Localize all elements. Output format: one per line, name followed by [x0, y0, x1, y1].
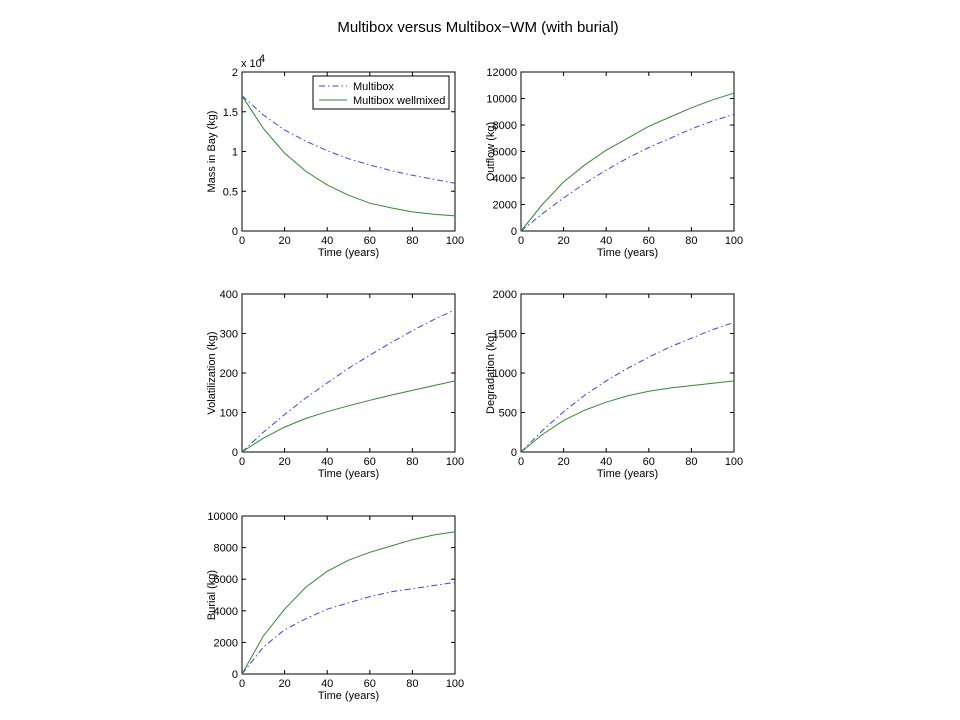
x-tick-label: 60: [643, 456, 655, 468]
x-tick-label: 40: [600, 456, 612, 468]
y-axis-label: Degradation (kg): [485, 332, 497, 414]
y-tick-label: 0: [511, 447, 517, 459]
x-tick-label: 80: [685, 235, 697, 247]
legend-entry: Multibox: [353, 81, 394, 93]
x-tick-label: 40: [321, 235, 333, 247]
series-line-wellmixed: [520, 380, 735, 453]
x-tick-label: 80: [406, 678, 418, 690]
x-tick-label: 80: [406, 235, 418, 247]
y-tick-label: 1: [232, 147, 238, 159]
y-tick-label: 400: [220, 289, 238, 301]
x-tick-label: 100: [725, 235, 743, 247]
y-tick-label: 0: [511, 226, 517, 238]
y-tick-label: 500: [499, 408, 517, 420]
x-tick-label: 0: [239, 678, 245, 690]
y-tick-label: 6000: [493, 147, 517, 159]
y-tick-label: 1.5: [223, 107, 238, 119]
x-axis-label: Time (years): [318, 247, 379, 259]
x-tick-label: 0: [518, 235, 524, 247]
series-line-wellmixed: [241, 531, 456, 675]
series-line-multibox: [241, 95, 456, 184]
y-exponent-label: x 10: [241, 58, 262, 70]
x-tick-label: 100: [725, 456, 743, 468]
x-tick-label: 40: [321, 678, 333, 690]
y-tick-label: 200: [220, 368, 238, 380]
x-tick-label: 20: [278, 456, 290, 468]
x-axis-label: Time (years): [597, 247, 658, 259]
x-tick-label: 80: [406, 456, 418, 468]
x-tick-label: 0: [239, 456, 245, 468]
y-tick-label: 10000: [207, 511, 238, 523]
x-tick-label: 100: [446, 235, 464, 247]
y-axis-label: Mass in Bay (kg): [206, 111, 218, 193]
y-tick-label: 2000: [493, 289, 517, 301]
x-tick-label: 20: [278, 235, 290, 247]
series-line-multibox: [241, 309, 456, 453]
x-tick-label: 0: [518, 456, 524, 468]
axes-box: [241, 293, 456, 453]
x-tick-label: 20: [557, 456, 569, 468]
axes-box: [241, 515, 456, 675]
x-tick-label: 60: [364, 456, 376, 468]
x-tick-label: 100: [446, 456, 464, 468]
x-tick-label: 60: [364, 678, 376, 690]
x-tick-label: 60: [643, 235, 655, 247]
y-exponent-power: 4: [259, 53, 265, 65]
legend-box: [312, 75, 450, 110]
subplot-2: 0 20 40 60 80 100 0 2000 4000 6000 8000 10000 12000 T…: [485, 67, 743, 259]
series-line-wellmixed: [241, 95, 456, 217]
y-tick-label: 10000: [486, 94, 517, 106]
y-axis-label: Outflow (kg): [485, 122, 497, 181]
series-line-multibox: [520, 321, 735, 453]
y-axis-label: Burial (kg): [206, 570, 218, 620]
y-tick-label: 0: [232, 669, 238, 681]
x-tick-label: 20: [557, 235, 569, 247]
figure-title: Multibox versus Multibox−WM (with burial…: [337, 19, 618, 36]
y-tick-label: 1000: [493, 368, 517, 380]
y-tick-label: 8000: [493, 120, 517, 132]
y-tick-label: 2000: [493, 200, 517, 212]
y-tick-label: 0.5: [223, 186, 238, 198]
series-line-wellmixed: [520, 92, 735, 232]
x-tick-label: 20: [278, 678, 290, 690]
y-tick-label: 4000: [214, 606, 238, 618]
y-tick-label: 2000: [214, 637, 238, 649]
y-tick-label: 100: [220, 408, 238, 420]
y-tick-label: 1500: [493, 329, 517, 341]
y-axis-label: Volatilization (kg): [206, 331, 218, 414]
y-tick-label: 4000: [493, 173, 517, 185]
axes-box: [520, 293, 735, 453]
subplot-3: 0 20 40 60 80 100 0 100 200 300 400 Time (years) Vol…: [206, 289, 464, 480]
subplot-1: 0 20 40 60 80 100 0 0.5 1 1.5 2 Time (years) Mass in…: [206, 53, 464, 259]
x-tick-label: 40: [321, 456, 333, 468]
x-axis-label: Time (years): [318, 690, 379, 702]
x-tick-label: 80: [685, 456, 697, 468]
legend-entry: Multibox wellmixed: [353, 95, 445, 107]
y-tick-label: 300: [220, 329, 238, 341]
axes-box: [520, 71, 735, 232]
x-tick-label: 100: [446, 678, 464, 690]
y-tick-label: 2: [232, 67, 238, 79]
x-tick-label: 0: [239, 235, 245, 247]
y-tick-label: 0: [232, 226, 238, 238]
series-line-wellmixed: [241, 380, 456, 453]
x-axis-label: Time (years): [318, 468, 379, 480]
x-axis-label: Time (years): [597, 468, 658, 480]
series-line-multibox: [520, 113, 735, 232]
y-tick-label: 0: [232, 447, 238, 459]
x-tick-label: 40: [600, 235, 612, 247]
x-tick-label: 60: [364, 235, 376, 247]
legend: Multibox Multibox wellmixed: [312, 75, 450, 110]
y-tick-label: 8000: [214, 543, 238, 555]
series-line-multibox: [241, 581, 456, 675]
y-tick-label: 12000: [486, 67, 517, 79]
subplot-5: 0 20 40 60 80 100 0 2000 4000 6000 8000 10000 Time (…: [206, 511, 464, 702]
y-tick-label: 6000: [214, 574, 238, 586]
